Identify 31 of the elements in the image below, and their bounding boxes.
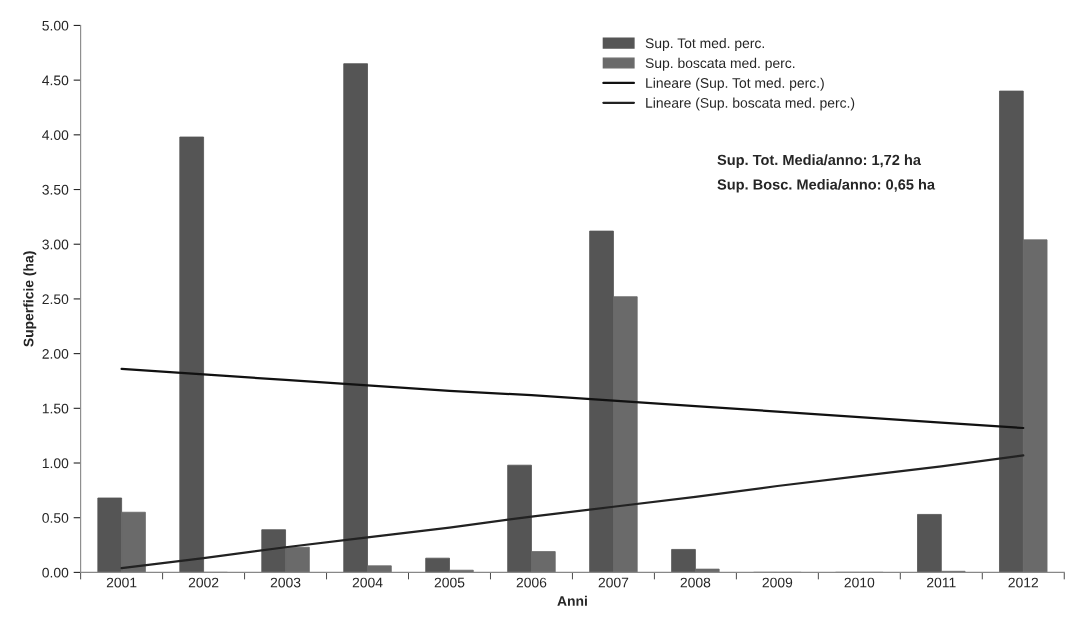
y-tick-label: 2.50: [42, 294, 69, 305]
x-axis-title: Anni: [557, 595, 587, 606]
x-tick-label: 2011: [927, 577, 956, 588]
legend-label: Lineare (Sup. boscata med. perc.): [646, 97, 855, 111]
y-tick-label: 4.00: [42, 130, 69, 140]
y-tick-label: 4.50: [42, 75, 69, 86]
x-tick-label: 2005: [434, 577, 465, 588]
x-tick-label: 2008: [680, 577, 711, 588]
x-tick-label: 2007: [598, 577, 629, 588]
legend-label: Sup. boscata med. perc.: [645, 57, 795, 71]
y-tick-label: 1.50: [42, 403, 69, 414]
x-tick-label: 2003: [270, 577, 301, 588]
annotation: Sup. Tot. Media/anno: 1,72 ha: [717, 154, 922, 168]
y-tick-label: 2.00: [42, 348, 69, 359]
y-tick-label: 3.50: [42, 184, 69, 195]
x-tick-label: 2009: [762, 577, 793, 588]
x-tick-label: 2006: [516, 577, 547, 588]
y-tick-label: 1.00: [42, 458, 69, 469]
annotation: Sup. Bosc. Media/anno: 0,65 ha: [717, 178, 936, 193]
x-tick-label: 2002: [188, 577, 219, 588]
x-tick-label: 2004: [352, 577, 383, 588]
y-tick-label: 0.00: [42, 567, 69, 578]
legend-label: Sup. Tot med. perc.: [645, 37, 764, 51]
x-tick-label: 2001: [106, 577, 137, 588]
x-tick-label: 2010: [844, 577, 875, 588]
y-tick-label: 5.00: [42, 20, 69, 31]
legend-label: Lineare (Sup. Tot med. perc.): [646, 77, 824, 91]
x-tick-label: 2012: [1008, 577, 1039, 588]
y-tick-label: 3.00: [42, 239, 69, 250]
y-tick-label: 0.50: [42, 513, 69, 523]
y-axis-title: Superficie (ha): [23, 251, 37, 347]
